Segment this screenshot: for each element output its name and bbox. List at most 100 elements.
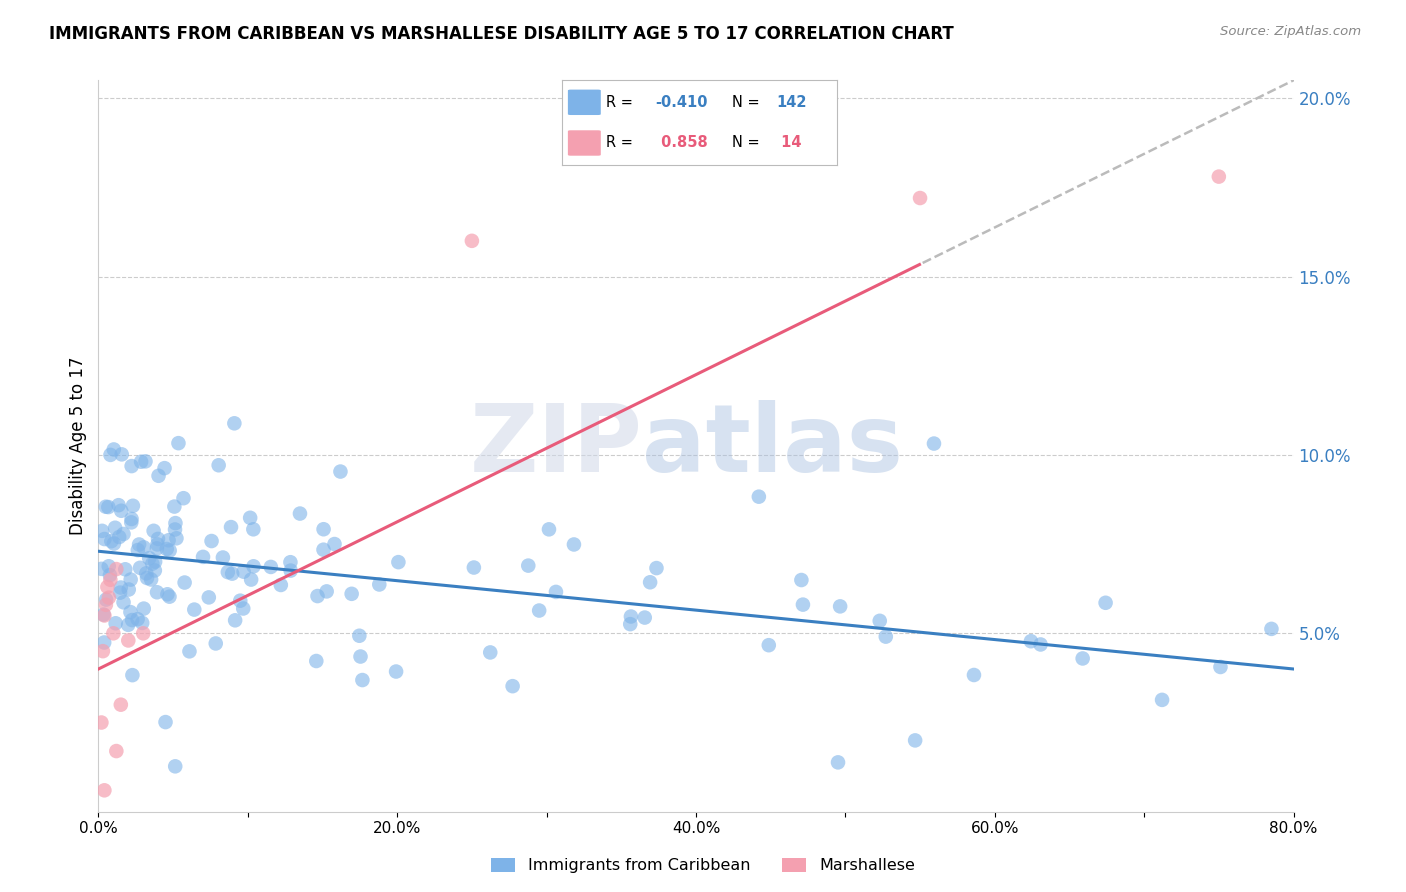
- Point: [173, 575, 195, 590]
- Point: [242, 522, 264, 536]
- Point: [93, 607, 115, 622]
- Point: [105, 744, 128, 758]
- Point: [620, 609, 643, 624]
- Point: [156, 541, 179, 556]
- Point: [121, 459, 143, 474]
- Point: [121, 512, 143, 526]
- Text: R =: R =: [606, 95, 633, 110]
- Point: [191, 549, 214, 564]
- Point: [217, 565, 239, 579]
- Point: [90, 715, 112, 730]
- Point: [307, 589, 329, 603]
- Point: [114, 562, 136, 576]
- Point: [229, 593, 252, 607]
- Point: [1019, 634, 1042, 648]
- Point: [155, 715, 177, 730]
- Point: [146, 532, 169, 546]
- Point: [463, 560, 485, 574]
- Point: [110, 581, 132, 595]
- Point: [645, 561, 668, 575]
- Point: [91, 524, 114, 538]
- Point: [270, 578, 292, 592]
- Point: [143, 564, 166, 578]
- Point: [1209, 660, 1232, 674]
- Point: [758, 638, 780, 652]
- Point: [103, 626, 125, 640]
- Point: [323, 537, 346, 551]
- Point: [173, 491, 195, 506]
- Point: [117, 633, 139, 648]
- Text: atlas: atlas: [643, 400, 903, 492]
- Point: [143, 555, 166, 569]
- Point: [159, 590, 181, 604]
- Point: [97, 559, 120, 574]
- Point: [312, 542, 335, 557]
- Point: [159, 543, 181, 558]
- Point: [922, 436, 945, 450]
- Point: [502, 679, 524, 693]
- Point: [107, 498, 129, 512]
- Point: [100, 448, 122, 462]
- Point: [232, 601, 254, 615]
- Point: [239, 510, 262, 524]
- Point: [517, 558, 540, 573]
- Point: [208, 458, 231, 473]
- Point: [165, 759, 187, 773]
- Point: [97, 500, 120, 514]
- Point: [108, 530, 131, 544]
- Point: [132, 541, 155, 555]
- Point: [232, 565, 254, 579]
- Point: [288, 507, 311, 521]
- Point: [98, 573, 122, 587]
- Point: [105, 562, 128, 576]
- Point: [479, 645, 502, 659]
- Point: [869, 614, 891, 628]
- Point: [90, 562, 112, 576]
- Point: [179, 644, 201, 658]
- Point: [110, 504, 132, 518]
- Point: [163, 523, 186, 537]
- Point: [167, 436, 190, 450]
- Point: [1094, 596, 1116, 610]
- Point: [117, 617, 139, 632]
- Text: 142: 142: [776, 95, 807, 110]
- Point: [183, 602, 205, 616]
- Point: [120, 516, 142, 530]
- Point: [562, 537, 585, 551]
- Point: [242, 559, 264, 574]
- Point: [135, 566, 157, 581]
- Point: [132, 626, 155, 640]
- Point: [121, 668, 143, 682]
- Point: [634, 610, 657, 624]
- Point: [315, 584, 337, 599]
- Point: [908, 191, 931, 205]
- Point: [312, 522, 335, 536]
- Point: [527, 603, 550, 617]
- Point: [156, 587, 179, 601]
- Point: [1208, 169, 1230, 184]
- Point: [165, 531, 187, 545]
- Point: [93, 635, 115, 649]
- Point: [349, 649, 371, 664]
- Point: [94, 598, 117, 612]
- Point: [98, 568, 121, 582]
- Point: [120, 573, 142, 587]
- Point: [830, 599, 852, 614]
- Point: [387, 555, 409, 569]
- Point: [91, 644, 114, 658]
- Point: [792, 598, 814, 612]
- Point: [93, 783, 115, 797]
- Point: [368, 577, 391, 591]
- Point: [127, 612, 149, 626]
- Point: [122, 499, 145, 513]
- Point: [129, 561, 152, 575]
- Point: [138, 551, 160, 566]
- Point: [212, 550, 235, 565]
- Point: [305, 654, 328, 668]
- Point: [619, 617, 641, 632]
- Point: [904, 733, 927, 747]
- Point: [198, 591, 221, 605]
- Text: N =: N =: [733, 95, 761, 110]
- Point: [134, 454, 156, 468]
- Point: [112, 595, 135, 609]
